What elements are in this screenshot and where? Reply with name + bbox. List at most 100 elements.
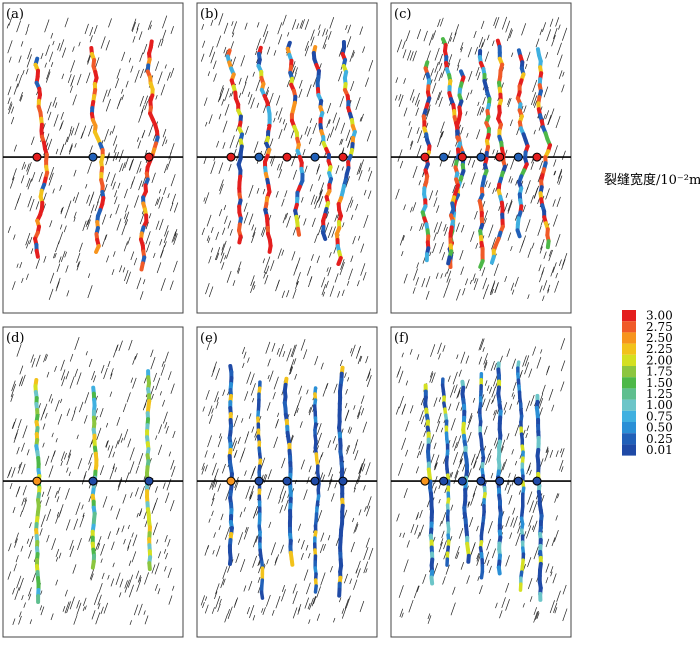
natural-fracture — [76, 434, 79, 440]
natural-fracture — [77, 538, 82, 551]
natural-fracture — [167, 193, 170, 199]
natural-fracture — [131, 21, 136, 33]
hydraulic-fracture — [515, 228, 522, 239]
natural-fracture — [263, 261, 269, 274]
natural-fracture — [555, 17, 560, 27]
natural-fracture — [293, 358, 297, 365]
natural-fracture — [164, 535, 168, 543]
natural-fracture — [237, 532, 244, 545]
natural-fracture — [515, 179, 518, 186]
natural-fracture — [66, 453, 72, 466]
natural-fracture — [403, 273, 408, 284]
natural-fracture — [104, 234, 108, 240]
natural-fracture — [452, 32, 457, 43]
natural-fracture — [144, 101, 148, 111]
natural-fracture — [514, 424, 520, 437]
natural-fracture — [316, 445, 319, 450]
natural-fracture — [208, 255, 212, 264]
natural-fracture — [74, 143, 77, 148]
natural-fracture — [281, 589, 286, 602]
natural-fracture — [219, 183, 224, 195]
natural-fracture — [165, 426, 169, 434]
natural-fracture — [292, 65, 296, 75]
natural-fracture — [555, 515, 558, 521]
colorbar-label: 0.50 — [646, 421, 673, 435]
natural-fracture — [227, 606, 233, 619]
natural-fracture — [560, 360, 566, 372]
natural-fracture — [416, 28, 422, 40]
natural-fracture — [478, 36, 484, 48]
natural-fracture — [216, 252, 220, 261]
natural-fracture — [349, 196, 353, 204]
natural-fracture — [126, 392, 131, 403]
natural-fracture — [138, 603, 143, 616]
natural-fracture — [467, 501, 471, 508]
natural-fracture — [65, 265, 69, 273]
panel-label: (e) — [200, 331, 218, 346]
natural-fracture — [365, 462, 371, 476]
natural-fracture — [505, 599, 510, 611]
natural-fracture — [251, 426, 255, 433]
natural-fracture — [467, 501, 470, 506]
natural-fracture — [30, 354, 34, 363]
natural-fracture — [474, 277, 477, 284]
natural-fracture — [139, 95, 144, 107]
natural-fracture — [21, 277, 24, 283]
natural-fracture — [554, 493, 559, 503]
natural-fracture — [20, 41, 24, 47]
natural-fracture — [466, 92, 470, 100]
perforation — [88, 152, 98, 162]
natural-fracture — [52, 253, 56, 259]
natural-fracture — [340, 138, 344, 145]
natural-fracture — [465, 278, 469, 286]
natural-fracture — [201, 466, 205, 475]
natural-fracture — [434, 475, 438, 484]
natural-fracture — [134, 353, 138, 360]
natural-fracture — [346, 136, 352, 148]
natural-fracture — [442, 345, 446, 352]
natural-fracture — [266, 402, 271, 411]
natural-fracture — [164, 225, 169, 237]
natural-fracture — [320, 362, 324, 370]
natural-fracture — [426, 50, 431, 61]
natural-fracture — [527, 247, 532, 258]
natural-fracture — [88, 124, 93, 137]
natural-fracture — [242, 362, 245, 368]
natural-fracture — [6, 23, 10, 29]
natural-fracture — [552, 573, 557, 584]
natural-fracture — [361, 463, 366, 472]
natural-fracture — [244, 391, 249, 401]
natural-fracture — [483, 359, 488, 368]
natural-fracture — [460, 126, 464, 135]
natural-fracture — [28, 535, 34, 548]
natural-fracture — [453, 441, 458, 451]
natural-fracture — [528, 368, 533, 378]
natural-fracture — [536, 356, 542, 369]
natural-fracture — [16, 344, 22, 357]
natural-fracture — [76, 372, 82, 385]
natural-fracture — [560, 338, 566, 350]
natural-fracture — [299, 421, 303, 428]
natural-fracture — [458, 528, 464, 539]
natural-fracture — [24, 497, 27, 502]
natural-fracture — [344, 598, 349, 609]
natural-fracture — [301, 197, 304, 203]
natural-fracture — [522, 355, 527, 367]
natural-fracture — [267, 358, 271, 367]
natural-fracture — [81, 125, 87, 139]
natural-fracture — [40, 408, 46, 421]
natural-fracture — [203, 156, 207, 164]
natural-fracture — [526, 462, 532, 475]
natural-fracture — [47, 138, 53, 151]
natural-fracture — [58, 552, 62, 559]
natural-fracture — [510, 517, 515, 527]
natural-fracture — [449, 385, 455, 398]
natural-fracture — [26, 162, 32, 176]
natural-fracture — [559, 459, 564, 471]
natural-fracture — [333, 383, 338, 394]
natural-fracture — [128, 339, 133, 351]
natural-fracture — [525, 400, 531, 412]
natural-fracture — [300, 539, 305, 550]
natural-fracture — [555, 450, 559, 457]
natural-fracture — [401, 612, 404, 618]
